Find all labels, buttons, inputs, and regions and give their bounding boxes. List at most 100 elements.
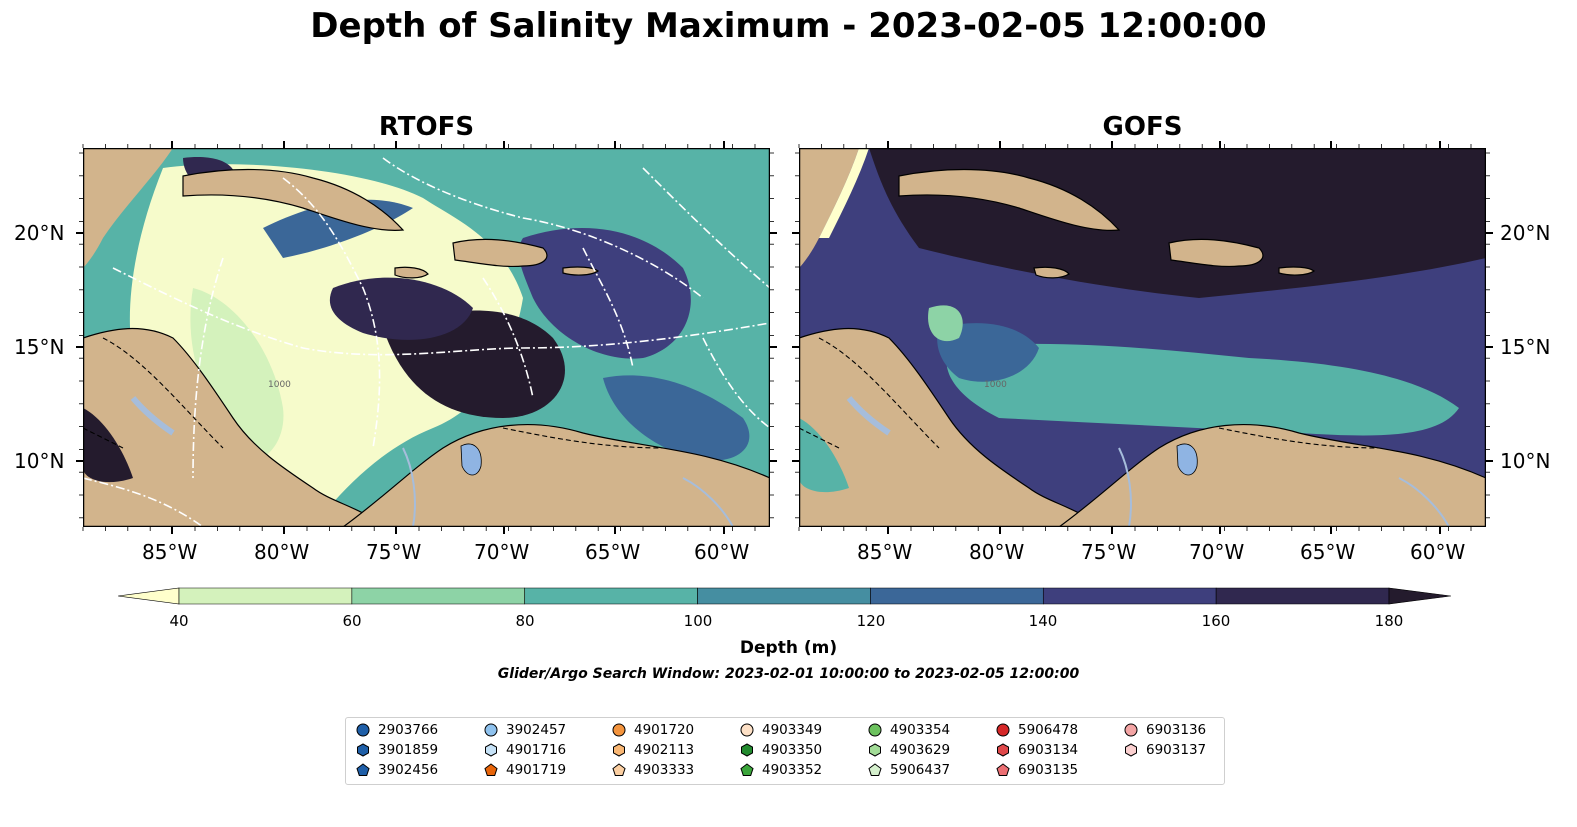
legend-item-4903333: 4903333 bbox=[612, 761, 694, 779]
legend-item-4901716: 4901716 bbox=[484, 741, 566, 759]
border-line bbox=[83, 337, 664, 449]
lat-label-right-15: 15°N bbox=[1500, 335, 1551, 359]
lat-label-left-10: 10°N bbox=[14, 449, 65, 473]
central-america-land bbox=[799, 328, 1100, 527]
colorbar-tick-100: 100 bbox=[683, 612, 713, 630]
circle-marker-icon bbox=[868, 723, 882, 737]
legend-item-5906437: 5906437 bbox=[868, 761, 950, 779]
jamaica-land bbox=[394, 266, 429, 279]
legend-label: 6903134 bbox=[1018, 742, 1079, 758]
legend-item-6903136: 6903136 bbox=[1124, 721, 1206, 739]
search-window-text: Glider/Argo Search Window: 2023-02-01 10… bbox=[497, 666, 1080, 682]
hexagon-marker-icon bbox=[741, 743, 753, 757]
south-america-land bbox=[1057, 423, 1486, 527]
legend-label: 6903136 bbox=[1146, 722, 1207, 738]
legend-item-5906478: 5906478 bbox=[996, 721, 1078, 739]
legend-item-4903352: 4903352 bbox=[740, 761, 822, 779]
legend-item-3901859: 3901859 bbox=[356, 741, 438, 759]
legend-label: 6903135 bbox=[1018, 762, 1079, 778]
lake-nicaragua bbox=[846, 396, 891, 436]
legend-label: 2903766 bbox=[378, 722, 439, 738]
legend-label: 4901720 bbox=[634, 722, 695, 738]
lat-label-right-10: 10°N bbox=[1500, 449, 1551, 473]
puerto-rico-land bbox=[562, 266, 599, 276]
lat-label-left-15: 15°N bbox=[14, 335, 65, 359]
legend-label: 6903137 bbox=[1146, 742, 1207, 758]
hexagon-marker-icon bbox=[997, 743, 1009, 757]
lon-label-gofs-80: 80°W bbox=[969, 540, 1025, 564]
hispaniola-land bbox=[452, 238, 548, 268]
lon-label-rtofs-80: 80°W bbox=[254, 540, 310, 564]
colorbar-segment bbox=[178, 587, 353, 605]
legend-item-4903350: 4903350 bbox=[740, 741, 822, 759]
circle-marker-icon bbox=[484, 723, 498, 737]
circle-marker-icon bbox=[356, 723, 370, 737]
legend-label: 4903349 bbox=[762, 722, 823, 738]
jamaica-land bbox=[1033, 266, 1070, 279]
lon-label-gofs-70: 70°W bbox=[1189, 540, 1245, 564]
lake-maracaibo bbox=[460, 443, 482, 476]
river bbox=[402, 447, 734, 527]
lat-label-left-20: 20°N bbox=[14, 221, 65, 245]
mid-salinity-band bbox=[946, 343, 1459, 436]
lake-maracaibo bbox=[1176, 443, 1198, 476]
legend-item-4901719: 4901719 bbox=[484, 761, 566, 779]
circle-marker-icon bbox=[740, 723, 754, 737]
pentagon-marker-icon bbox=[612, 763, 626, 776]
lon-label-rtofs-65: 65°W bbox=[585, 540, 641, 564]
hexagon-marker-icon bbox=[1125, 743, 1137, 757]
cuba-land bbox=[898, 168, 1121, 231]
colorbar-tick-140: 140 bbox=[1028, 612, 1058, 630]
legend-item-6903137: 6903137 bbox=[1124, 741, 1206, 759]
pentagon-marker-icon bbox=[996, 763, 1010, 776]
colorbar-label: Depth (m) bbox=[739, 638, 838, 658]
lon-label-rtofs-70: 70°W bbox=[474, 540, 530, 564]
bathymetry-contour-label: 1000 bbox=[984, 380, 1007, 390]
yucatan-shelf bbox=[799, 148, 869, 238]
legend-label: 3902456 bbox=[378, 762, 439, 778]
hexagon-marker-icon bbox=[485, 743, 497, 757]
bathymetry-contour-label: 1000 bbox=[268, 380, 291, 390]
hexagon-marker-icon bbox=[613, 743, 625, 757]
panel-title-rtofs: RTOFS bbox=[378, 112, 475, 142]
river bbox=[1118, 447, 1450, 527]
legend-item-3902457: 3902457 bbox=[484, 721, 566, 739]
pentagon-marker-icon bbox=[356, 763, 370, 776]
colorbar-segment bbox=[1042, 587, 1217, 605]
legend-item-2903766: 2903766 bbox=[356, 721, 438, 739]
colorbar-tick-80: 80 bbox=[515, 612, 535, 630]
colorbar-extend-low bbox=[118, 587, 180, 605]
puerto-rico-land bbox=[1278, 266, 1315, 276]
yucatan-land bbox=[799, 148, 859, 268]
legend-item-4902113: 4902113 bbox=[612, 741, 694, 759]
colorbar-segment bbox=[697, 587, 871, 605]
legend-item-4903354: 4903354 bbox=[868, 721, 950, 739]
panel-title-gofs: GOFS bbox=[1102, 112, 1183, 142]
pentagon-marker-icon bbox=[868, 763, 882, 776]
yucatan-land bbox=[83, 148, 173, 268]
lon-label-gofs-75: 75°W bbox=[1081, 540, 1137, 564]
legend-label: 5906437 bbox=[890, 762, 951, 778]
colorbar-segment bbox=[524, 587, 698, 605]
legend-item-4903629: 4903629 bbox=[868, 741, 950, 759]
south-america-land bbox=[341, 423, 770, 527]
colorbar bbox=[118, 587, 1451, 605]
legend-item-4903349: 4903349 bbox=[740, 721, 822, 739]
colorbar-segment bbox=[870, 587, 1044, 605]
cuba-land bbox=[182, 168, 405, 231]
mid-salinity-patch bbox=[603, 375, 750, 461]
figure-title: Depth of Salinity Maximum - 2023-02-05 1… bbox=[310, 6, 1267, 46]
lon-label-rtofs-75: 75°W bbox=[366, 540, 422, 564]
lon-label-rtofs-85: 85°W bbox=[142, 540, 198, 564]
legend-label: 4901719 bbox=[506, 762, 567, 778]
colorbar-extend-high bbox=[1388, 587, 1451, 605]
legend-label: 4901716 bbox=[506, 742, 567, 758]
legend-label: 4903350 bbox=[762, 742, 823, 758]
border-line bbox=[799, 337, 1380, 449]
legend: 2903766 3901859 3902456 3902457 4901716 … bbox=[345, 717, 1225, 785]
pentagon-marker-icon bbox=[484, 763, 498, 776]
hexagon-marker-icon bbox=[357, 743, 369, 757]
circle-marker-icon bbox=[996, 723, 1010, 737]
lon-label-rtofs-60: 60°W bbox=[694, 540, 750, 564]
legend-label: 4902113 bbox=[634, 742, 695, 758]
